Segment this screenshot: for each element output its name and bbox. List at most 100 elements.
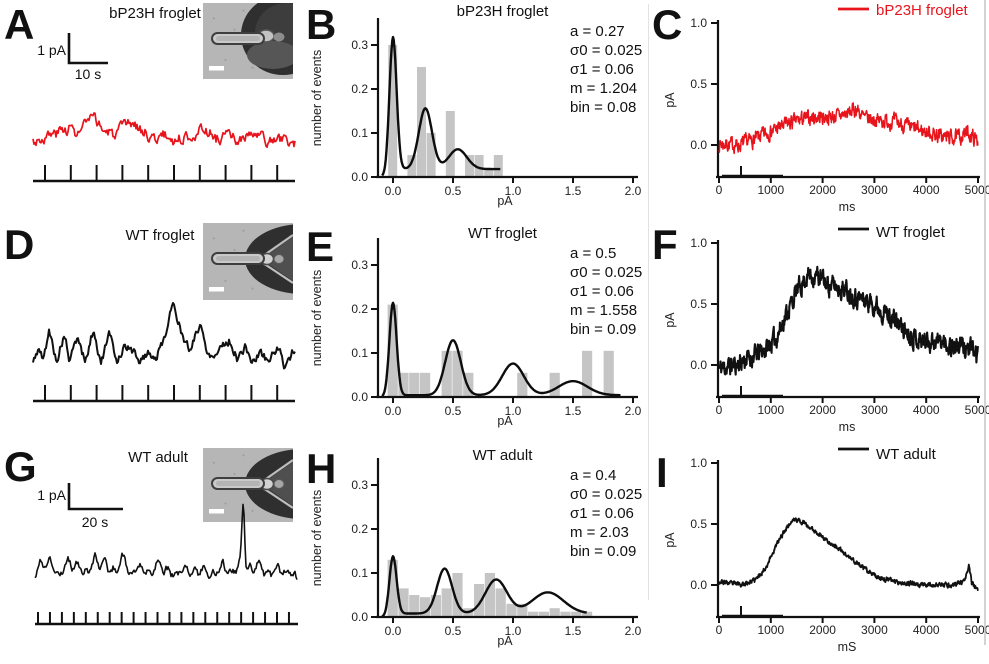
stat-line: σ0 = 0.025 [570, 486, 643, 503]
x-axis-label-c: ms [838, 200, 856, 214]
y-axis-label-f: pA [663, 312, 677, 328]
x-axis-label-e: pA [497, 414, 513, 428]
svg-text:5000: 5000 [965, 623, 989, 637]
svg-text:0.3: 0.3 [351, 38, 368, 52]
stat-line: σ0 = 0.025 [570, 264, 643, 281]
scalebar-time-label-g: 20 s [81, 514, 109, 530]
svg-text:4000: 4000 [913, 623, 940, 637]
stat-line: bin = 0.08 [570, 99, 637, 116]
panel-letter-a: A [4, 1, 34, 48]
svg-text:2.0: 2.0 [625, 184, 642, 198]
title-panel-d: WT froglet [125, 227, 195, 244]
svg-text:2000: 2000 [809, 623, 836, 637]
scalebar-amplitude-label-a: 1 pA [37, 42, 66, 58]
stat-line: σ1 = 0.06 [570, 283, 634, 300]
svg-text:1.0: 1.0 [690, 236, 707, 250]
x-axis-label-b: pA [497, 194, 513, 208]
svg-text:1.0: 1.0 [505, 184, 522, 198]
y-axis-label-i: pA [663, 532, 677, 548]
svg-text:0.5: 0.5 [445, 624, 462, 638]
svg-text:3000: 3000 [861, 623, 888, 637]
svg-text:0.0: 0.0 [351, 170, 368, 184]
panel-letter-f: F [652, 221, 678, 268]
svg-text:1000: 1000 [757, 183, 784, 197]
svg-text:0.0: 0.0 [690, 358, 707, 372]
svg-text:0.5: 0.5 [690, 297, 707, 311]
stat-line: σ1 = 0.06 [570, 61, 634, 78]
y-axis-label-b: number of events [310, 49, 324, 147]
svg-text:3000: 3000 [861, 183, 888, 197]
y-axis-label-h: number of events [310, 489, 324, 587]
svg-text:0.0: 0.0 [385, 184, 402, 198]
svg-text:4000: 4000 [913, 183, 940, 197]
svg-text:0.0: 0.0 [351, 390, 368, 404]
scalebar-time-label-a: 10 s [74, 66, 102, 82]
title-panel-b: bP23H froglet [456, 3, 549, 20]
svg-text:1000: 1000 [757, 623, 784, 637]
svg-text:0.0: 0.0 [385, 404, 402, 418]
stat-line: bin = 0.09 [570, 543, 637, 560]
svg-text:1.0: 1.0 [505, 624, 522, 638]
svg-text:0: 0 [716, 623, 723, 637]
x-axis-label-h: pA [497, 634, 513, 648]
svg-text:0.5: 0.5 [445, 404, 462, 418]
stat-line: a = 0.5 [570, 245, 617, 262]
svg-text:4000: 4000 [913, 403, 940, 417]
svg-text:0.5: 0.5 [445, 184, 462, 198]
panel-letter-i: I [656, 449, 668, 496]
panel-letter-c: C [652, 1, 682, 48]
legend-label-I: WT adult [876, 446, 936, 463]
svg-text:0.3: 0.3 [351, 478, 368, 492]
panel-letter-d: D [4, 221, 34, 268]
svg-text:0.1: 0.1 [351, 566, 368, 580]
title-panel-e: WT froglet [468, 225, 537, 242]
svg-text:0.0: 0.0 [690, 138, 707, 152]
stat-line: a = 0.27 [570, 23, 625, 40]
svg-text:2000: 2000 [809, 403, 836, 417]
stat-line: bin = 0.09 [570, 321, 637, 338]
svg-text:0.2: 0.2 [351, 302, 368, 316]
svg-text:0.0: 0.0 [385, 624, 402, 638]
svg-text:0.1: 0.1 [351, 126, 368, 140]
svg-text:2.0: 2.0 [625, 404, 642, 418]
title-panel-h: WT adult [472, 447, 533, 464]
stat-line: m = 1.558 [570, 302, 638, 319]
stat-line: σ0 = 0.025 [570, 42, 643, 59]
svg-text:0: 0 [716, 183, 723, 197]
x-axis-label-f: ms [838, 420, 856, 434]
svg-text:0.5: 0.5 [690, 77, 707, 91]
svg-text:5000: 5000 [965, 403, 989, 417]
y-axis-label-e: number of events [310, 269, 324, 367]
svg-text:1000: 1000 [757, 403, 784, 417]
fit-params-e: a = 0.5 σ0 = 0.025 σ1 = 0.06 m = 1.558 b… [570, 244, 642, 339]
fit-params-h: a = 0.4 σ0 = 0.025 σ1 = 0.06 m = 2.03 bi… [570, 466, 642, 561]
svg-text:1.0: 1.0 [690, 456, 707, 470]
legend-label-C: bP23H froglet [876, 2, 968, 19]
svg-text:1.5: 1.5 [565, 624, 582, 638]
legend-label-F: WT froglet [876, 224, 945, 241]
stat-line: m = 1.204 [570, 80, 638, 97]
panel-letter-b: B [306, 1, 336, 48]
stat-line: σ1 = 0.06 [570, 505, 634, 522]
svg-text:5000: 5000 [965, 183, 989, 197]
panel-letter-h: H [306, 445, 336, 492]
svg-text:2.0: 2.0 [625, 624, 642, 638]
title-panel-g: WT adult [128, 449, 188, 466]
svg-text:1.0: 1.0 [505, 404, 522, 418]
panel-letter-e: E [306, 223, 334, 270]
svg-text:2000: 2000 [809, 183, 836, 197]
stat-line: m = 2.03 [570, 524, 629, 541]
scalebar-amplitude-label-g: 1 pA [37, 487, 66, 503]
x-axis-label-i: mS [837, 640, 857, 654]
svg-text:0.3: 0.3 [351, 258, 368, 272]
svg-text:3000: 3000 [861, 403, 888, 417]
stat-line: a = 0.4 [570, 467, 617, 484]
svg-text:1.5: 1.5 [565, 404, 582, 418]
title-panel-a: bP23H froglet [109, 5, 201, 22]
panel-letter-g: G [4, 443, 37, 490]
svg-text:0.0: 0.0 [351, 610, 368, 624]
svg-text:0.2: 0.2 [351, 522, 368, 536]
svg-text:0.0: 0.0 [690, 578, 707, 592]
